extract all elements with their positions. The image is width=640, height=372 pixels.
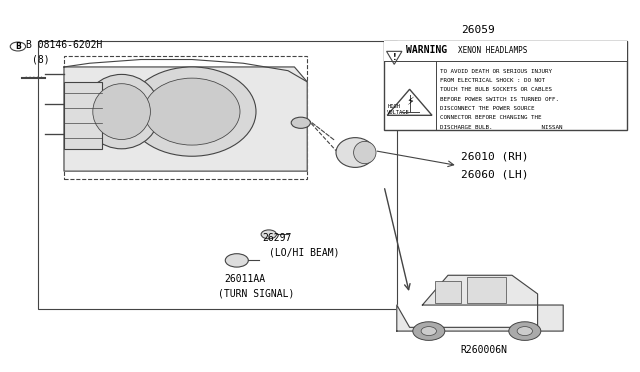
Text: 26297: 26297	[262, 233, 292, 243]
Circle shape	[10, 42, 26, 51]
Text: XENON HEADLAMPS: XENON HEADLAMPS	[458, 46, 527, 55]
Text: (TURN SIGNAL): (TURN SIGNAL)	[218, 289, 294, 299]
Ellipse shape	[336, 138, 374, 167]
Polygon shape	[64, 67, 307, 171]
Polygon shape	[422, 275, 538, 305]
Polygon shape	[397, 305, 563, 331]
Bar	[384, 41, 627, 61]
Text: HIGH
VOLTAGE: HIGH VOLTAGE	[387, 104, 410, 115]
Text: TO AVOID DEATH OR SERIOUS INJURY: TO AVOID DEATH OR SERIOUS INJURY	[440, 69, 552, 74]
Circle shape	[421, 327, 436, 336]
Text: 26010 (RH): 26010 (RH)	[461, 151, 528, 161]
Text: (LO/HI BEAM): (LO/HI BEAM)	[269, 248, 339, 258]
Ellipse shape	[144, 78, 240, 145]
Circle shape	[225, 254, 248, 267]
Circle shape	[291, 117, 310, 128]
Text: DISCHARGE BULB.              NISSAN: DISCHARGE BULB. NISSAN	[440, 125, 563, 129]
Text: ⚡: ⚡	[406, 97, 413, 107]
Text: BEFORE POWER SWITCH IS TURNED OFF.: BEFORE POWER SWITCH IS TURNED OFF.	[440, 97, 559, 102]
Circle shape	[413, 322, 445, 340]
Text: B 08146-6202H: B 08146-6202H	[26, 40, 102, 49]
Bar	[38, 41, 397, 309]
Ellipse shape	[128, 67, 256, 156]
Text: 26060 (LH): 26060 (LH)	[461, 170, 528, 180]
Bar	[64, 82, 102, 149]
Ellipse shape	[93, 84, 150, 140]
Bar	[435, 281, 461, 303]
Text: CONNECTOR BEFORE CHANGING THE: CONNECTOR BEFORE CHANGING THE	[440, 115, 542, 120]
Ellipse shape	[83, 74, 160, 149]
Text: FROM ELECTRICAL SHOCK : DO NOT: FROM ELECTRICAL SHOCK : DO NOT	[440, 78, 545, 83]
Text: (8): (8)	[32, 55, 50, 64]
Text: TOUCH THE BULB SOCKETS OR CABLES: TOUCH THE BULB SOCKETS OR CABLES	[440, 87, 552, 92]
Circle shape	[261, 230, 276, 239]
Text: R260006N: R260006N	[461, 345, 508, 355]
Text: B: B	[15, 42, 20, 51]
Bar	[467, 277, 506, 303]
Text: 26059: 26059	[461, 25, 495, 35]
Polygon shape	[387, 51, 402, 64]
Bar	[64, 56, 307, 179]
Bar	[384, 41, 627, 130]
Polygon shape	[387, 89, 432, 115]
Circle shape	[509, 322, 541, 340]
Text: 26011AA: 26011AA	[224, 274, 265, 284]
Ellipse shape	[354, 141, 376, 164]
Text: !: !	[392, 53, 396, 62]
Text: WARNING: WARNING	[406, 45, 447, 55]
Text: DISCONNECT THE POWER SOURCE: DISCONNECT THE POWER SOURCE	[440, 106, 535, 111]
Circle shape	[517, 327, 532, 336]
